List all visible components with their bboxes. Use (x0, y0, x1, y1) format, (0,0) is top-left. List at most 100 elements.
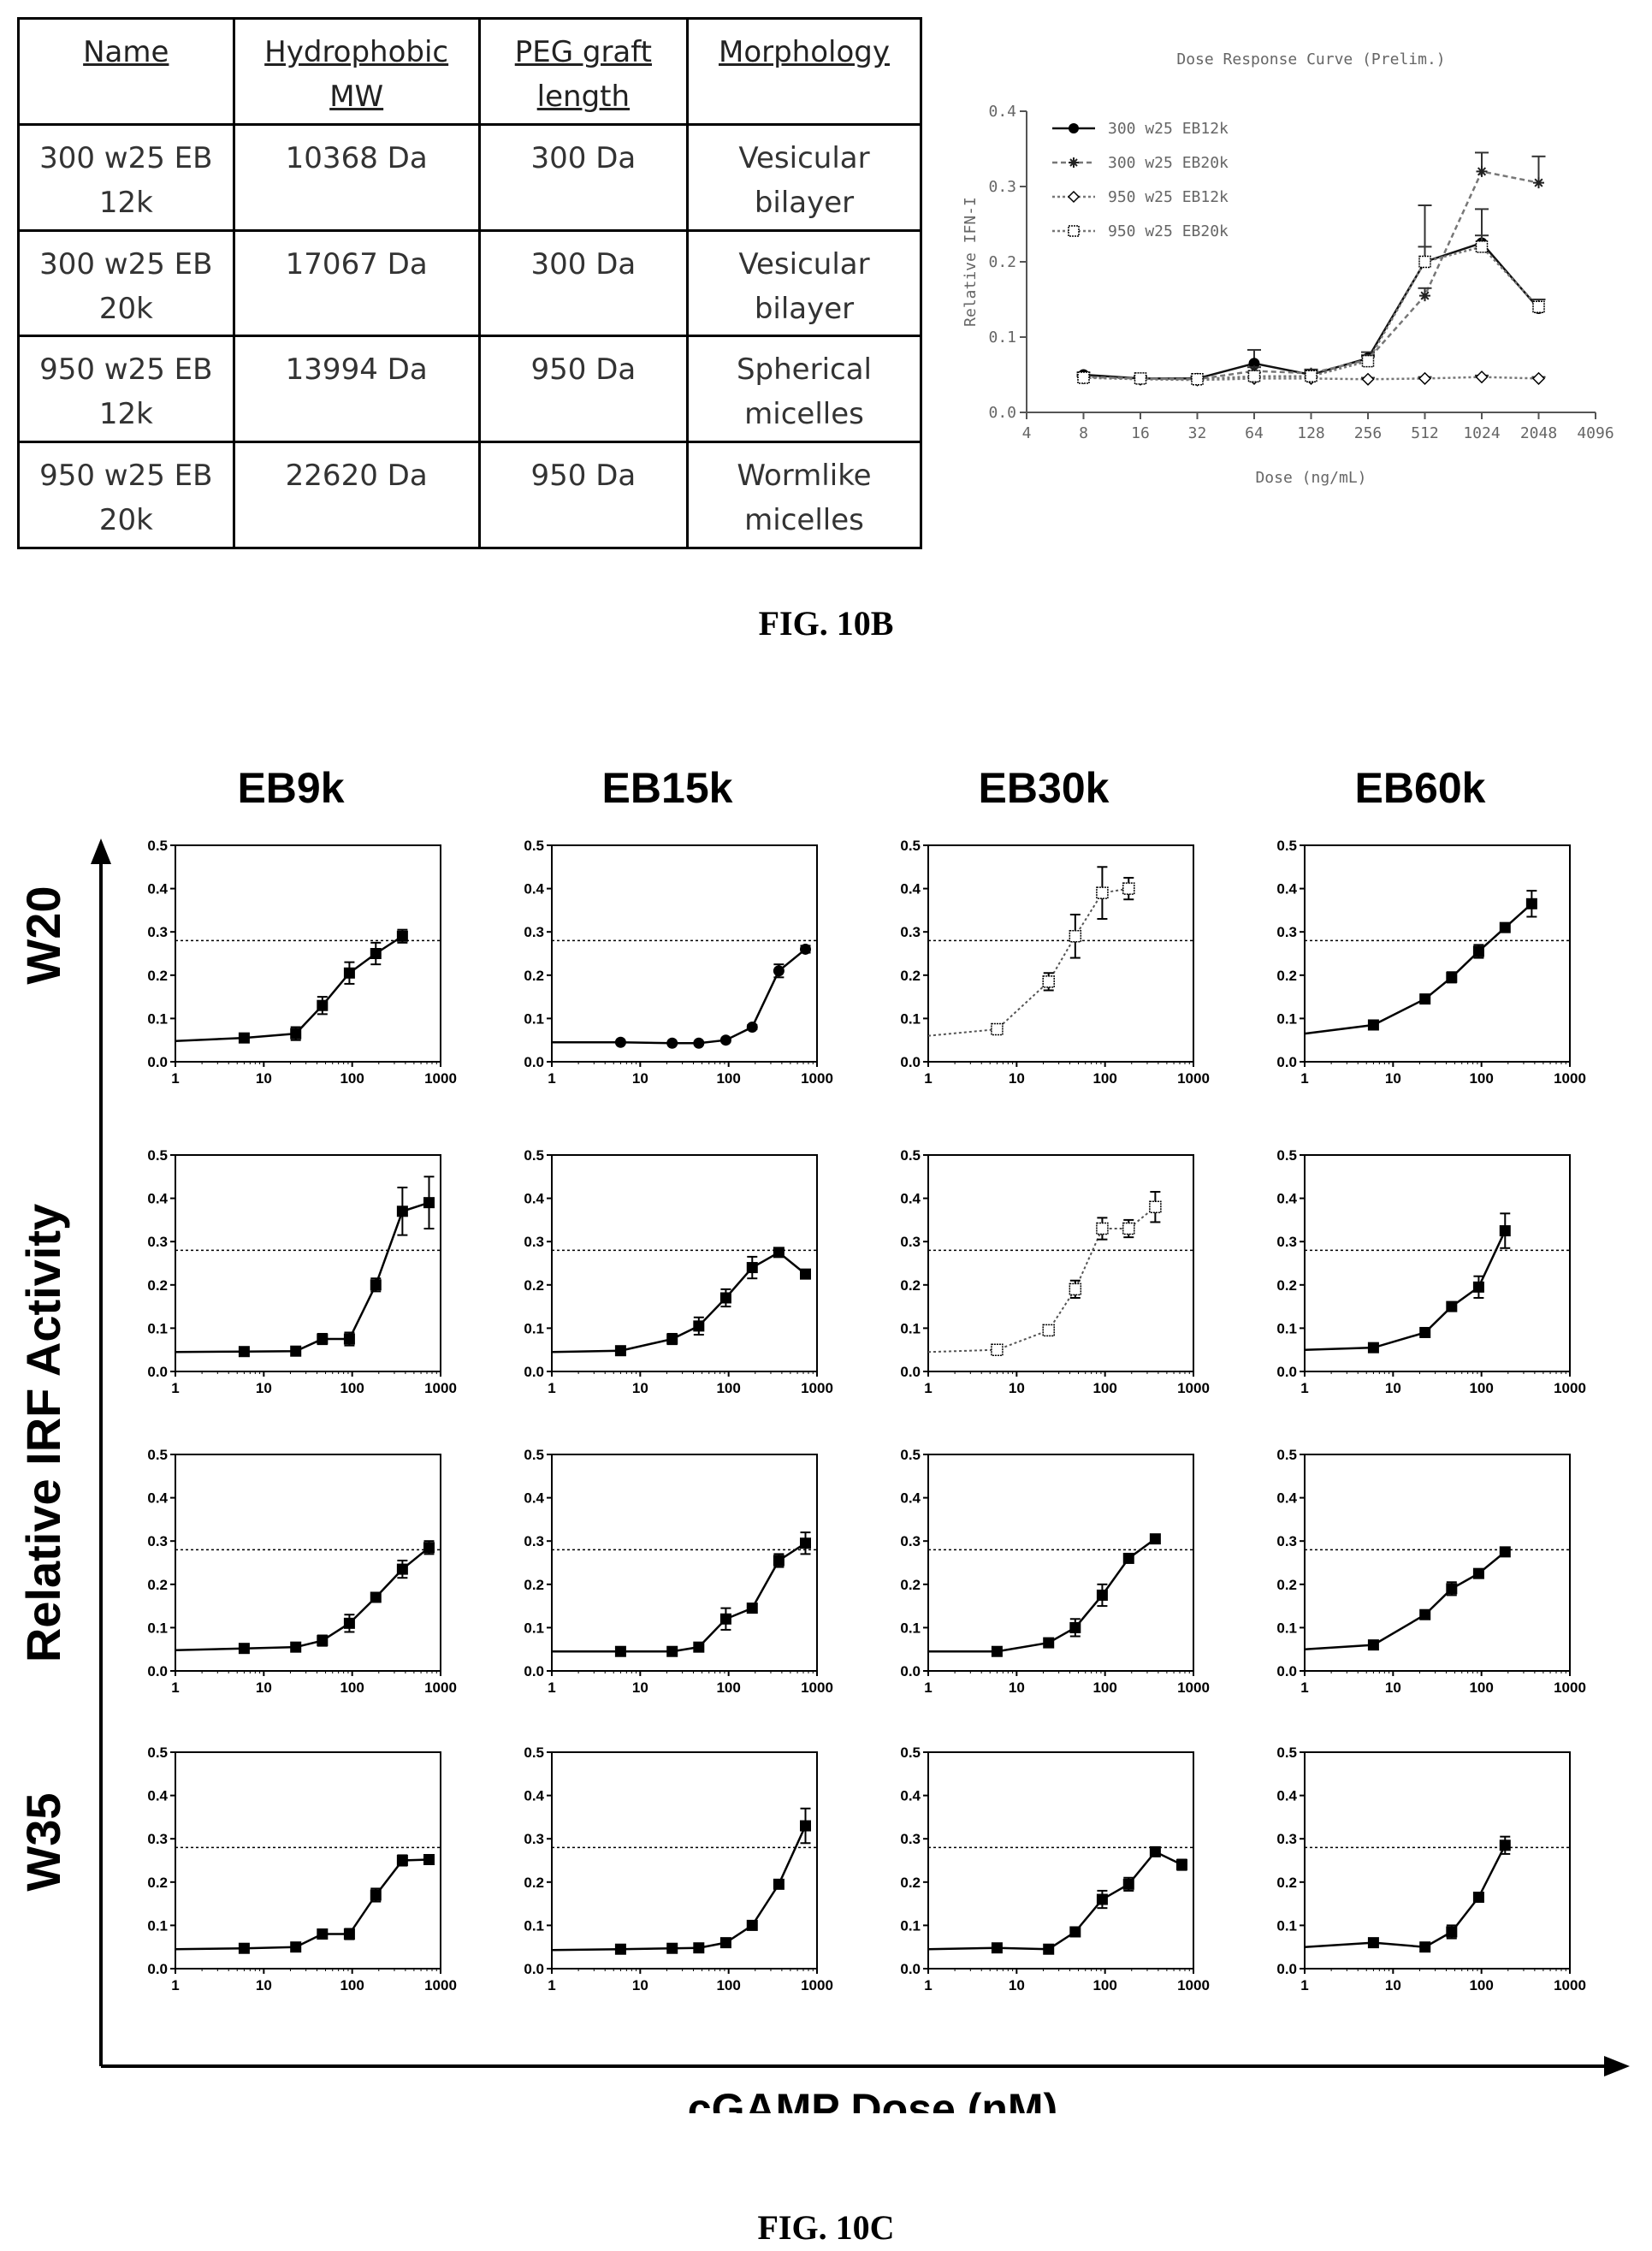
y-tick-label: 0.4 (147, 1788, 168, 1804)
x-tick-label: 1000 (1177, 1977, 1210, 1993)
data-point (1472, 1892, 1484, 1904)
y-tick-label: 0.5 (900, 1447, 921, 1463)
row-title: W35 (16, 1792, 70, 1891)
panel-frame (927, 844, 1194, 1063)
y-tick-label: 0.1 (147, 1010, 168, 1027)
y-tick-label: 0.0 (900, 1663, 921, 1679)
x-tick-label: 1000 (424, 1679, 457, 1696)
data-point (746, 1602, 758, 1614)
table-cell: Wormlike micelles (685, 441, 923, 549)
y-tick-label: 0.3 (524, 1234, 544, 1250)
y-tick-label: 0.3 (900, 1533, 921, 1549)
panel: 0.0 0.1 0.2 0.3 0.4 0.5 1 10 100 1000 (147, 838, 457, 1087)
x-tick-label: 10 (1009, 1070, 1025, 1087)
y-tick-label: 0.0 (524, 1364, 544, 1380)
y-tick-label: 0.2 (147, 1875, 168, 1891)
panel: 0.0 0.1 0.2 0.3 0.4 0.5 1 10 100 1000 (524, 1447, 833, 1696)
table-cell: 950 w25 EB 12k (17, 335, 235, 444)
data-point (238, 1032, 250, 1044)
x-tick-label: 1000 (801, 1380, 833, 1396)
x-tick-label: 100 (1092, 1380, 1116, 1396)
panel: 0.0 0.1 0.2 0.3 0.4 0.5 1 10 100 1000 (147, 1745, 457, 1993)
x-tick-label: 10 (1009, 1679, 1025, 1696)
y-tick-label: 0.2 (900, 968, 921, 984)
y-tick-label: 0.0 (1276, 1364, 1297, 1380)
data-point (1525, 897, 1537, 909)
data-point (1361, 354, 1375, 368)
series-line (927, 887, 1129, 1037)
table-header-row: Name Hydrophobic MW PEG graft length Morpho… (17, 17, 923, 126)
data-point (238, 1346, 250, 1358)
panel-frame (1304, 1751, 1571, 1970)
y-tick-label: 0.0 (524, 1961, 544, 1977)
series-line (551, 1825, 807, 1952)
y-tick-label: 0.2 (900, 1577, 921, 1593)
y-tick-label: 0.5 (147, 1147, 168, 1164)
y-tick-label: 0.0 (900, 1364, 921, 1380)
series-line (1304, 1230, 1507, 1351)
data-point (1305, 370, 1317, 383)
y-tick-label: 0.4 (147, 881, 168, 897)
data-point (1367, 1639, 1379, 1651)
panel-frame (927, 1454, 1194, 1672)
y-tick-label: 0.2 (524, 1875, 544, 1891)
data-point (1069, 1282, 1082, 1296)
y-tick-label: 0.1 (524, 1917, 544, 1934)
x-tick-label: 64 (1245, 424, 1264, 442)
morphology-table: Name Hydrophobic MW PEG graft length Morpho… (17, 17, 923, 549)
data-point (799, 1820, 811, 1832)
data-point (991, 1645, 1003, 1657)
legend-marker (1068, 225, 1080, 237)
table-cell: 950 w25 EB 20k (17, 441, 235, 549)
x-tick-label: 1 (171, 1070, 179, 1087)
table-cell: 22620 Da (232, 441, 481, 549)
x-tick-label: 100 (1092, 1070, 1116, 1087)
data-point (1043, 1637, 1055, 1649)
data-point (1043, 1943, 1055, 1955)
y-tick-label: 0.2 (900, 1277, 921, 1294)
y-tick-label: 0.0 (988, 404, 1016, 422)
x-tick-label: 10 (1385, 1380, 1401, 1396)
legend-marker (1069, 157, 1079, 168)
y-tick-label: 0.4 (1276, 881, 1297, 897)
y-tick-label: 0.5 (524, 1447, 544, 1463)
data-point (719, 1034, 731, 1046)
table-cell: 300 w25 EB 20k (17, 228, 235, 338)
x-tick-label: 512 (1411, 424, 1439, 442)
data-point (370, 1591, 382, 1603)
x-tick-label: 100 (1469, 1070, 1493, 1087)
data-point (1532, 300, 1545, 314)
y-tick-label: 0.2 (524, 1577, 544, 1593)
data-point (719, 1292, 731, 1304)
data-point (1069, 1621, 1081, 1633)
data-point (370, 1279, 382, 1291)
y-tick-label: 0.5 (900, 1745, 921, 1761)
panel-frame (927, 1154, 1194, 1372)
y-tick-label: 0.5 (524, 1745, 544, 1761)
table-header-cell: Hydrophobic MW (232, 17, 481, 126)
x-tick-label: 10 (1009, 1380, 1025, 1396)
series-line (175, 1546, 430, 1651)
y-tick-label: 0.3 (147, 1234, 168, 1250)
y-tick-label: 0.3 (147, 1831, 168, 1847)
y-tick-label: 0.5 (147, 838, 168, 854)
y-tick-label: 0.4 (524, 1490, 544, 1507)
series-line (552, 948, 807, 1045)
panel: 0.0 0.1 0.2 0.3 0.4 0.5 1 10 100 1000 (1276, 1745, 1586, 1993)
fig-10b-caption: FIG. 10B (758, 604, 894, 643)
y-axis-title: Relative IRF Activity (16, 1204, 70, 1662)
y-tick-label: 0.4 (524, 1788, 544, 1804)
y-tick-label: 0.4 (988, 103, 1016, 121)
y-tick-label: 0.1 (1276, 1320, 1297, 1336)
legend-marker (1069, 123, 1079, 133)
y-tick-label: 0.2 (147, 968, 168, 984)
x-tick-label: 100 (1092, 1977, 1116, 1993)
data-point (343, 1333, 355, 1345)
y-tick-label: 0.2 (1276, 1875, 1297, 1891)
data-point (773, 965, 785, 977)
data-point (1418, 371, 1432, 385)
data-point (396, 1855, 408, 1866)
y-tick-label: 0.5 (147, 1447, 168, 1463)
x-tick-label: 10 (256, 1070, 272, 1087)
x-tick-label: 1000 (1554, 1977, 1586, 1993)
